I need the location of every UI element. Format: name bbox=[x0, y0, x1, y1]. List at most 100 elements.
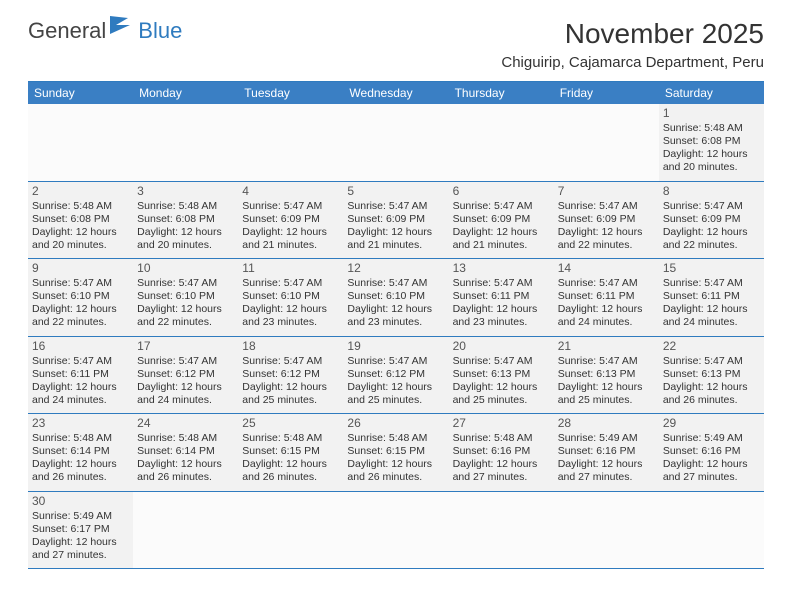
daylight-text: Daylight: 12 hours and 26 minutes. bbox=[347, 458, 444, 484]
daylight-text: Daylight: 12 hours and 25 minutes. bbox=[347, 381, 444, 407]
sunset-text: Sunset: 6:14 PM bbox=[32, 445, 129, 458]
weekday-header: Sunday Monday Tuesday Wednesday Thursday… bbox=[28, 82, 764, 104]
page-title: November 2025 bbox=[501, 18, 764, 50]
daylight-text: Daylight: 12 hours and 27 minutes. bbox=[663, 458, 760, 484]
day-number: 25 bbox=[242, 416, 339, 431]
daylight-text: Daylight: 12 hours and 20 minutes. bbox=[663, 148, 760, 174]
day-number: 30 bbox=[32, 494, 129, 509]
sunrise-text: Sunrise: 5:47 AM bbox=[453, 355, 550, 368]
sunrise-text: Sunrise: 5:47 AM bbox=[558, 277, 655, 290]
sunrise-text: Sunrise: 5:47 AM bbox=[558, 355, 655, 368]
day-number: 8 bbox=[663, 184, 760, 199]
sunset-text: Sunset: 6:10 PM bbox=[32, 290, 129, 303]
sunset-text: Sunset: 6:14 PM bbox=[137, 445, 234, 458]
sunrise-text: Sunrise: 5:47 AM bbox=[137, 355, 234, 368]
daylight-text: Daylight: 12 hours and 24 minutes. bbox=[137, 381, 234, 407]
day-cell: 27Sunrise: 5:48 AMSunset: 6:16 PMDayligh… bbox=[449, 414, 554, 491]
day-number: 14 bbox=[558, 261, 655, 276]
daylight-text: Daylight: 12 hours and 23 minutes. bbox=[347, 303, 444, 329]
day-cell: 5Sunrise: 5:47 AMSunset: 6:09 PMDaylight… bbox=[343, 182, 448, 259]
sunset-text: Sunset: 6:13 PM bbox=[453, 368, 550, 381]
day-number: 11 bbox=[242, 261, 339, 276]
daylight-text: Daylight: 12 hours and 25 minutes. bbox=[558, 381, 655, 407]
empty-cell bbox=[238, 492, 343, 569]
daylight-text: Daylight: 12 hours and 23 minutes. bbox=[242, 303, 339, 329]
day-number: 18 bbox=[242, 339, 339, 354]
empty-cell bbox=[28, 104, 133, 181]
day-number: 9 bbox=[32, 261, 129, 276]
dayhead-tue: Tuesday bbox=[238, 82, 343, 104]
daylight-text: Daylight: 12 hours and 23 minutes. bbox=[453, 303, 550, 329]
day-number: 21 bbox=[558, 339, 655, 354]
logo-text-2: Blue bbox=[138, 18, 182, 44]
sunset-text: Sunset: 6:11 PM bbox=[558, 290, 655, 303]
sunrise-text: Sunrise: 5:47 AM bbox=[347, 277, 444, 290]
day-cell: 13Sunrise: 5:47 AMSunset: 6:11 PMDayligh… bbox=[449, 259, 554, 336]
dayhead-mon: Monday bbox=[133, 82, 238, 104]
daylight-text: Daylight: 12 hours and 27 minutes. bbox=[453, 458, 550, 484]
sunrise-text: Sunrise: 5:47 AM bbox=[137, 277, 234, 290]
empty-cell bbox=[659, 492, 764, 569]
sunset-text: Sunset: 6:11 PM bbox=[663, 290, 760, 303]
daylight-text: Daylight: 12 hours and 25 minutes. bbox=[453, 381, 550, 407]
daylight-text: Daylight: 12 hours and 26 minutes. bbox=[242, 458, 339, 484]
week-row: 30Sunrise: 5:49 AMSunset: 6:17 PMDayligh… bbox=[28, 492, 764, 570]
sunset-text: Sunset: 6:11 PM bbox=[32, 368, 129, 381]
calendar-table: Sunday Monday Tuesday Wednesday Thursday… bbox=[28, 81, 764, 569]
sunset-text: Sunset: 6:08 PM bbox=[137, 213, 234, 226]
day-cell: 26Sunrise: 5:48 AMSunset: 6:15 PMDayligh… bbox=[343, 414, 448, 491]
daylight-text: Daylight: 12 hours and 24 minutes. bbox=[32, 381, 129, 407]
day-cell: 24Sunrise: 5:48 AMSunset: 6:14 PMDayligh… bbox=[133, 414, 238, 491]
day-number: 27 bbox=[453, 416, 550, 431]
daylight-text: Daylight: 12 hours and 27 minutes. bbox=[558, 458, 655, 484]
day-cell: 19Sunrise: 5:47 AMSunset: 6:12 PMDayligh… bbox=[343, 337, 448, 414]
sunset-text: Sunset: 6:08 PM bbox=[32, 213, 129, 226]
sunrise-text: Sunrise: 5:48 AM bbox=[242, 432, 339, 445]
dayhead-thu: Thursday bbox=[449, 82, 554, 104]
day-number: 29 bbox=[663, 416, 760, 431]
day-cell: 28Sunrise: 5:49 AMSunset: 6:16 PMDayligh… bbox=[554, 414, 659, 491]
day-number: 19 bbox=[347, 339, 444, 354]
empty-cell bbox=[238, 104, 343, 181]
sunset-text: Sunset: 6:15 PM bbox=[242, 445, 339, 458]
day-cell: 29Sunrise: 5:49 AMSunset: 6:16 PMDayligh… bbox=[659, 414, 764, 491]
sunset-text: Sunset: 6:09 PM bbox=[453, 213, 550, 226]
location-text: Chiguirip, Cajamarca Department, Peru bbox=[501, 54, 764, 71]
day-cell: 17Sunrise: 5:47 AMSunset: 6:12 PMDayligh… bbox=[133, 337, 238, 414]
logo-text-1: General bbox=[28, 18, 106, 44]
logo: General Blue bbox=[28, 18, 182, 44]
daylight-text: Daylight: 12 hours and 21 minutes. bbox=[347, 226, 444, 252]
sunrise-text: Sunrise: 5:48 AM bbox=[137, 200, 234, 213]
day-cell: 4Sunrise: 5:47 AMSunset: 6:09 PMDaylight… bbox=[238, 182, 343, 259]
day-cell: 25Sunrise: 5:48 AMSunset: 6:15 PMDayligh… bbox=[238, 414, 343, 491]
day-number: 24 bbox=[137, 416, 234, 431]
empty-cell bbox=[449, 492, 554, 569]
day-cell: 23Sunrise: 5:48 AMSunset: 6:14 PMDayligh… bbox=[28, 414, 133, 491]
sunrise-text: Sunrise: 5:47 AM bbox=[558, 200, 655, 213]
day-number: 2 bbox=[32, 184, 129, 199]
daylight-text: Daylight: 12 hours and 22 minutes. bbox=[558, 226, 655, 252]
dayhead-fri: Friday bbox=[554, 82, 659, 104]
day-number: 7 bbox=[558, 184, 655, 199]
sunrise-text: Sunrise: 5:47 AM bbox=[663, 355, 760, 368]
day-cell: 21Sunrise: 5:47 AMSunset: 6:13 PMDayligh… bbox=[554, 337, 659, 414]
sunset-text: Sunset: 6:12 PM bbox=[242, 368, 339, 381]
day-cell: 9Sunrise: 5:47 AMSunset: 6:10 PMDaylight… bbox=[28, 259, 133, 336]
sunrise-text: Sunrise: 5:49 AM bbox=[558, 432, 655, 445]
sunrise-text: Sunrise: 5:48 AM bbox=[453, 432, 550, 445]
day-number: 1 bbox=[663, 106, 760, 121]
daylight-text: Daylight: 12 hours and 26 minutes. bbox=[663, 381, 760, 407]
day-number: 28 bbox=[558, 416, 655, 431]
day-number: 17 bbox=[137, 339, 234, 354]
sunrise-text: Sunrise: 5:49 AM bbox=[663, 432, 760, 445]
sunrise-text: Sunrise: 5:47 AM bbox=[663, 277, 760, 290]
sunset-text: Sunset: 6:09 PM bbox=[242, 213, 339, 226]
daylight-text: Daylight: 12 hours and 27 minutes. bbox=[32, 536, 129, 562]
sunrise-text: Sunrise: 5:47 AM bbox=[32, 277, 129, 290]
empty-cell bbox=[449, 104, 554, 181]
day-cell: 18Sunrise: 5:47 AMSunset: 6:12 PMDayligh… bbox=[238, 337, 343, 414]
daylight-text: Daylight: 12 hours and 21 minutes. bbox=[242, 226, 339, 252]
sunset-text: Sunset: 6:13 PM bbox=[558, 368, 655, 381]
week-row: 9Sunrise: 5:47 AMSunset: 6:10 PMDaylight… bbox=[28, 259, 764, 337]
sunset-text: Sunset: 6:10 PM bbox=[347, 290, 444, 303]
